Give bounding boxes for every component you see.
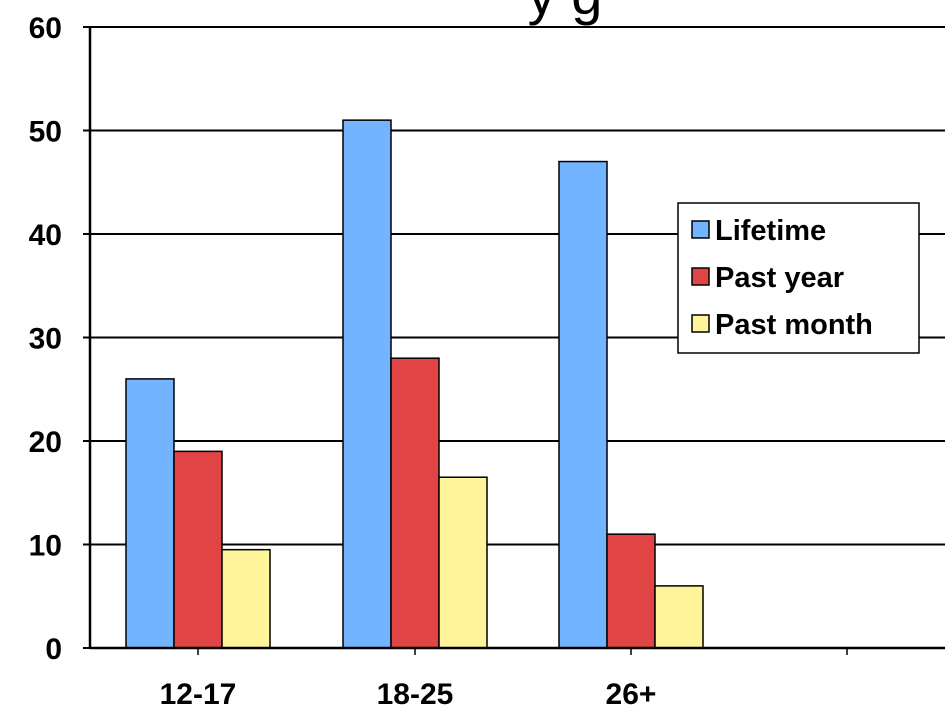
y-tick-label: 0 xyxy=(45,633,62,666)
legend: Lifetime Past year Past month xyxy=(677,202,920,354)
y-tick-label: 10 xyxy=(29,530,62,563)
tick-labels: 0 10 20 30 40 50 60 12-17 18-25 26+ xyxy=(29,12,657,711)
x-tick-label: 26+ xyxy=(606,678,657,711)
bar-past-month-18-25 xyxy=(438,476,488,649)
bar-lifetime-26+ xyxy=(558,160,608,649)
grid-lines xyxy=(90,26,945,546)
chart-title-fragment: y g xyxy=(528,0,603,26)
y-tick-label: 60 xyxy=(29,12,62,45)
legend-swatch-past-month xyxy=(691,314,710,333)
bar-lifetime-12-17 xyxy=(125,378,175,649)
axes xyxy=(83,26,945,655)
legend-label-lifetime: Lifetime xyxy=(715,215,826,247)
y-tick-label: 20 xyxy=(29,426,62,459)
bar-lifetime-18-25 xyxy=(342,119,392,649)
bars xyxy=(125,119,704,649)
legend-label-past-year: Past year xyxy=(715,262,844,294)
legend-box xyxy=(677,202,920,354)
legend-swatch-lifetime xyxy=(691,220,710,239)
legend-swatch-past-year xyxy=(691,267,710,286)
y-tick-label: 50 xyxy=(29,116,62,149)
bar-past-month-12-17 xyxy=(221,548,271,649)
bar-past-year-18-25 xyxy=(390,357,440,649)
y-tick-label: 40 xyxy=(29,219,62,252)
y-tick-label: 30 xyxy=(29,323,62,356)
bar-past-month-26+ xyxy=(654,585,704,649)
x-tick-label: 18-25 xyxy=(377,678,454,711)
bar-past-year-12-17 xyxy=(173,450,223,649)
legend-label-past-month: Past month xyxy=(715,309,873,341)
x-tick-label: 12-17 xyxy=(160,678,237,711)
bar-past-year-26+ xyxy=(606,533,656,649)
